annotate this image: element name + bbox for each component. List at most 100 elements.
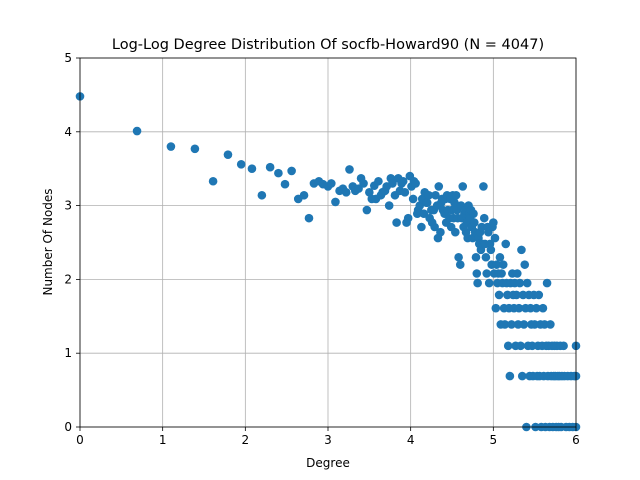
data-point (274, 168, 283, 178)
x-tick-label: 3 (324, 433, 332, 447)
data-point (542, 278, 552, 288)
x-axis-label: Degree (306, 456, 350, 470)
data-point (470, 218, 479, 227)
data-point (469, 209, 478, 219)
y-axis-ticks: 0 1 2 3 4 5 (64, 51, 80, 434)
data-point (472, 269, 482, 278)
data-point (538, 303, 548, 313)
data-point (374, 176, 383, 186)
data-point (517, 245, 526, 255)
data-point (417, 222, 426, 232)
data-point (223, 150, 233, 159)
data-point (486, 245, 496, 255)
data-points (75, 92, 581, 432)
data-point (513, 269, 522, 278)
data-point (495, 252, 505, 262)
data-point (388, 179, 397, 188)
y-tick-label: 0 (64, 420, 72, 434)
data-point (400, 188, 410, 197)
data-point (517, 371, 527, 381)
data-point (471, 252, 481, 262)
data-point (450, 198, 459, 207)
data-point (392, 218, 401, 227)
data-point (481, 252, 491, 262)
data-point (208, 176, 218, 186)
data-point (434, 182, 444, 191)
data-point (514, 303, 524, 313)
data-point (359, 179, 368, 188)
y-tick-label: 2 (64, 272, 72, 286)
data-point (304, 213, 314, 223)
data-point (331, 197, 340, 207)
data-point (507, 320, 516, 329)
x-tick-label: 2 (242, 433, 250, 447)
data-point (479, 182, 488, 191)
x-tick-label: 6 (572, 433, 580, 447)
data-point (166, 142, 176, 151)
data-point (454, 252, 463, 262)
data-point (497, 269, 506, 278)
data-point (190, 144, 200, 154)
data-point (455, 260, 465, 269)
data-point (505, 371, 515, 381)
data-point (403, 213, 413, 223)
data-point (424, 190, 434, 200)
data-point (451, 227, 460, 237)
grid-lines (79, 57, 577, 428)
x-axis-ticks: 0 1 2 3 4 5 6 (76, 427, 580, 447)
data-point (247, 164, 257, 173)
data-point (299, 190, 309, 200)
data-point (520, 260, 530, 269)
data-point (515, 278, 525, 288)
data-point (236, 159, 246, 169)
data-point (559, 341, 568, 351)
x-tick-label: 5 (490, 433, 498, 447)
data-point (365, 188, 374, 197)
data-point (489, 218, 498, 227)
data-point (516, 341, 525, 351)
data-point (500, 320, 510, 329)
data-point (534, 290, 544, 300)
data-point (422, 198, 432, 207)
data-point (265, 162, 275, 172)
data-point (491, 303, 501, 313)
data-point (415, 201, 425, 210)
data-point (492, 260, 501, 269)
data-point (512, 290, 521, 300)
y-axis-label: Number Of Nodes (41, 188, 55, 295)
chart-title: Log-Log Degree Distribution Of socfb-How… (112, 37, 544, 53)
data-point (490, 233, 500, 243)
data-point (451, 190, 461, 200)
data-point (341, 188, 351, 197)
y-tick-label: 3 (64, 199, 72, 213)
data-point (257, 190, 267, 200)
data-point (436, 227, 445, 237)
data-point (398, 176, 408, 186)
data-point (430, 222, 439, 232)
data-point (546, 320, 555, 329)
x-tick-label: 1 (159, 433, 167, 447)
data-point (479, 213, 489, 223)
data-point (519, 320, 529, 329)
data-point (484, 278, 494, 288)
data-point (280, 179, 290, 189)
data-point (411, 179, 420, 188)
data-point (408, 194, 418, 204)
data-point (473, 278, 482, 288)
data-point (498, 260, 508, 269)
data-point (287, 166, 296, 176)
data-point (494, 290, 504, 300)
x-tick-label: 0 (76, 433, 84, 447)
data-point (458, 182, 468, 191)
data-point (345, 165, 354, 174)
data-point (132, 126, 142, 136)
x-tick-label: 4 (407, 433, 415, 447)
y-tick-label: 5 (64, 51, 72, 65)
data-point (532, 303, 541, 313)
data-point (503, 341, 513, 351)
data-point (327, 179, 336, 188)
y-tick-label: 1 (64, 346, 72, 360)
data-point (362, 205, 372, 215)
data-point (501, 239, 511, 249)
